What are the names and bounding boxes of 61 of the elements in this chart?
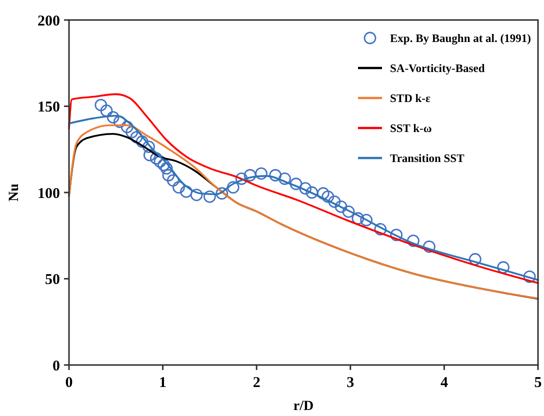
point [342, 205, 355, 218]
y-tick-label: 50 [45, 272, 60, 288]
y-tick-label: 100 [38, 186, 60, 202]
point [143, 148, 156, 162]
point [180, 185, 192, 198]
legend-label: SST k-ω [390, 123, 432, 136]
x-tick-label: 0 [65, 375, 73, 391]
point [100, 104, 113, 117]
x-tick-label: 3 [346, 375, 354, 391]
point [328, 195, 341, 208]
point [142, 140, 155, 153]
point [299, 182, 312, 195]
y-axis-title: Nu [7, 183, 22, 202]
legend-label: Transition SST [390, 153, 465, 166]
point [468, 253, 482, 266]
legend-label: SA-Vorticity-Based [390, 63, 486, 76]
legend-label: Exp. By Baughn at al. (1991) [390, 33, 532, 46]
y-tick-label: 0 [52, 358, 60, 374]
point [523, 270, 536, 283]
point [235, 172, 248, 185]
point [216, 187, 228, 200]
y-tick-label: 150 [38, 100, 60, 116]
point [154, 155, 166, 168]
point [120, 120, 134, 134]
point [158, 158, 170, 172]
y-tick-label: 200 [38, 13, 60, 30]
x-axis-title: r/D [293, 399, 314, 414]
legend-label: STD k-ε [390, 93, 430, 106]
point [166, 174, 180, 187]
point [497, 261, 510, 274]
point [130, 131, 143, 144]
point [150, 152, 162, 165]
point [407, 234, 420, 247]
point [306, 186, 318, 199]
point [352, 212, 364, 225]
x-tick-label: 2 [252, 375, 260, 391]
x-tick-label: 1 [159, 375, 167, 391]
point [190, 188, 203, 202]
point [374, 223, 387, 236]
point [226, 181, 240, 194]
point [94, 98, 108, 112]
point [317, 187, 330, 200]
point [360, 214, 373, 226]
point [334, 200, 348, 213]
point [244, 169, 256, 182]
point [136, 135, 148, 148]
point [204, 190, 216, 203]
point [390, 228, 403, 242]
point [113, 116, 126, 128]
point [160, 162, 173, 175]
point [290, 178, 302, 190]
x-tick-label: 4 [440, 375, 448, 391]
x-tick-label: 5 [534, 375, 542, 391]
point [162, 169, 175, 182]
point [172, 181, 185, 194]
point [278, 172, 291, 185]
point [106, 111, 120, 124]
point [422, 240, 436, 253]
point [269, 169, 282, 182]
point [322, 190, 334, 203]
point [255, 167, 268, 180]
